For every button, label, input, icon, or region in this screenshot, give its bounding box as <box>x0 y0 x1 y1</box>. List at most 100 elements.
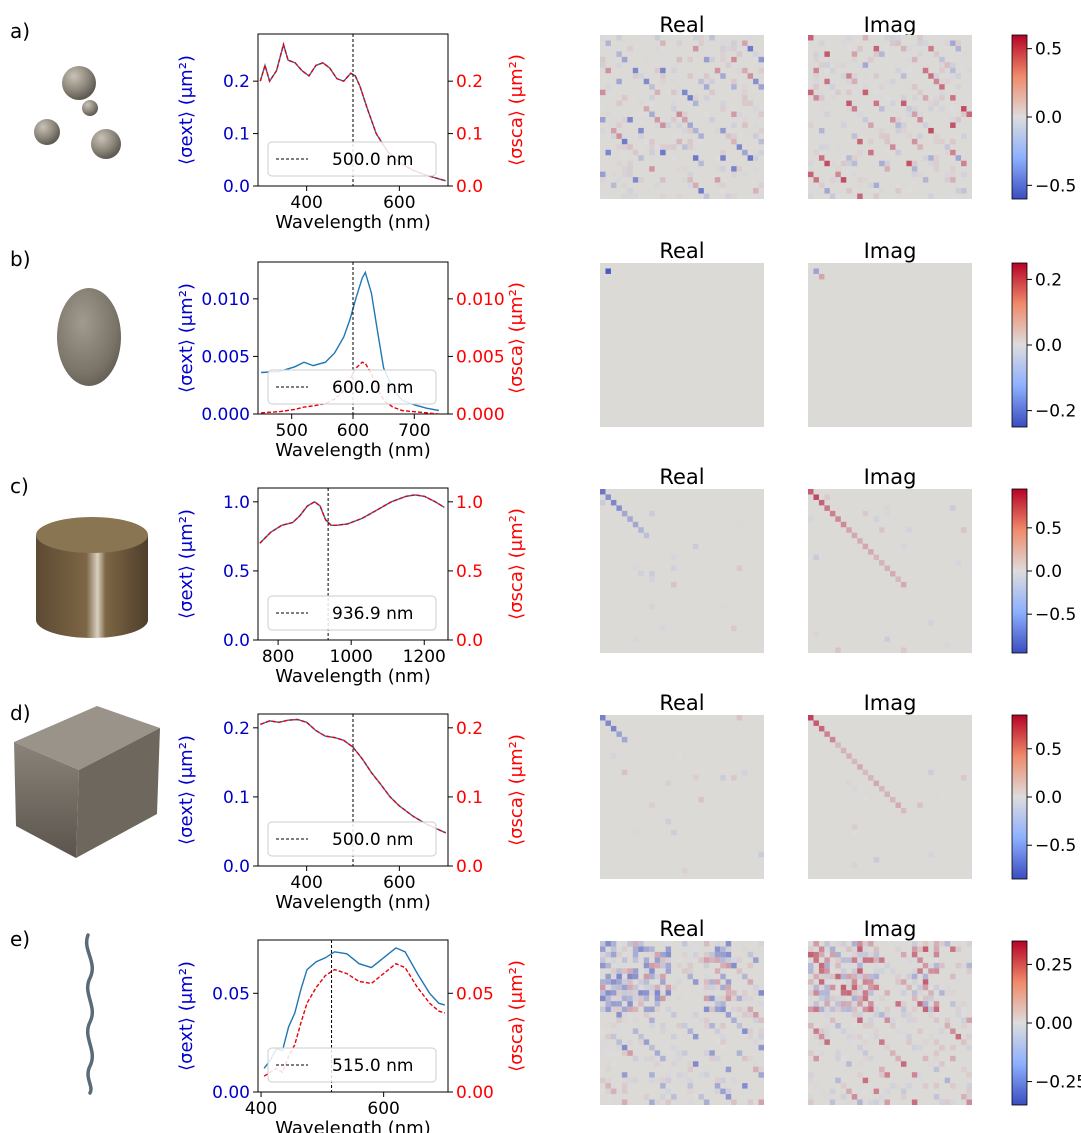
matrix-cell <box>616 1028 622 1034</box>
matrix-cell <box>857 764 863 770</box>
matrix-cell <box>610 1033 617 1040</box>
matrix-cell <box>900 1094 907 1100</box>
matrix-cell <box>840 984 847 991</box>
matrix-cell <box>649 1072 655 1078</box>
matrix-cell <box>911 990 918 996</box>
matrix-cell <box>665 89 672 96</box>
matrix-cell <box>808 715 814 721</box>
matrix-cell <box>808 979 814 985</box>
x-axis-label: Wavelength (nm) <box>275 1118 431 1133</box>
matrix-cell <box>758 1001 764 1007</box>
matrix-cell <box>900 1028 907 1034</box>
matrix-cell <box>720 56 726 63</box>
matrix-cell <box>643 111 650 117</box>
matrix-cell <box>643 1006 650 1013</box>
matrix-cell <box>736 521 743 528</box>
matrix-cell <box>714 957 721 963</box>
matrix-cell <box>643 968 650 974</box>
matrix-cell <box>824 78 830 85</box>
matrix-cell <box>709 35 715 41</box>
series-sca-line <box>260 718 446 834</box>
matrix-cell <box>632 1028 639 1034</box>
matrix-cell <box>873 127 880 134</box>
matrix-cell <box>682 1023 688 1029</box>
matrix-cell <box>600 35 606 41</box>
matrix-cell <box>933 951 940 958</box>
matrix-cell <box>862 35 869 41</box>
matrix-cell <box>736 40 743 46</box>
matrix-cell <box>703 84 710 90</box>
matrix-cell <box>660 995 666 1002</box>
matrix-cell <box>725 946 732 952</box>
matrix-cell <box>720 127 726 134</box>
matrix-cell <box>933 1050 940 1056</box>
matrix-cell <box>660 957 666 963</box>
matrix-cell <box>840 62 847 68</box>
matrix-cell <box>725 62 732 68</box>
matrix-cell <box>654 995 661 1002</box>
matrix-cell <box>665 1077 672 1084</box>
matrix-cell <box>955 188 962 194</box>
matrix-cell <box>873 89 880 96</box>
matrix-cell <box>687 1017 693 1023</box>
matrix-cell <box>725 133 732 139</box>
matrix-cell <box>851 990 858 996</box>
matrix-cell <box>654 957 661 963</box>
matrix-cell <box>840 941 847 947</box>
matrix-cell <box>605 720 611 726</box>
matrix-cell <box>857 138 863 145</box>
matrix-cell <box>895 35 901 41</box>
matrix-cell <box>731 193 737 199</box>
matrix-cell <box>895 946 901 952</box>
matrix-cell <box>818 995 825 1002</box>
matrix-cell <box>714 177 721 183</box>
matrix-cell <box>616 990 622 996</box>
matrix-cell <box>917 117 923 123</box>
matrix-cell <box>600 489 606 495</box>
matrix-cell <box>939 138 945 145</box>
matrix-cell <box>862 89 869 96</box>
matrix-cell <box>654 951 661 958</box>
matrix-cell <box>600 951 606 958</box>
matrix-cell <box>654 51 661 57</box>
colorbar <box>1011 940 1028 1106</box>
matrix-cell <box>703 1050 710 1056</box>
matrix-cell <box>857 1072 863 1078</box>
matrix-cell <box>665 818 672 825</box>
matrix-cell <box>944 193 951 199</box>
matrix-cell <box>649 111 655 117</box>
matrix-cell <box>714 1077 721 1084</box>
matrix-cell <box>829 968 836 974</box>
matrix-cell <box>731 133 737 139</box>
matrix-cell <box>649 946 655 952</box>
matrix-cell <box>873 780 880 787</box>
matrix-cell <box>654 122 661 128</box>
y-axis-label-left: ⟨σext⟩ (μm²) <box>176 55 197 165</box>
matrix-cell <box>813 1083 819 1089</box>
matrix-cell <box>632 1017 639 1023</box>
y-tick-label-right: 0.1 <box>456 788 483 808</box>
matrix-cell <box>928 193 934 199</box>
matrix-cell <box>714 941 721 947</box>
matrix-cell <box>950 946 956 952</box>
colorbar <box>1011 262 1028 428</box>
matrix-cell <box>884 565 890 571</box>
matrix-cell <box>840 995 847 1002</box>
y-axis-label-right: ⟨σsca⟩ (μm²) <box>506 508 527 620</box>
matrix-cell <box>818 1033 825 1040</box>
y-axis-label-right: ⟨σsca⟩ (μm²) <box>506 734 527 846</box>
matrix-cell <box>627 45 633 52</box>
matrix-cell <box>621 946 628 952</box>
matrix-cell <box>714 995 721 1002</box>
matrix-cell <box>665 946 672 952</box>
matrix-cell <box>851 1001 858 1007</box>
matrix-cell <box>846 1001 852 1007</box>
matrix-cell <box>621 736 628 743</box>
matrix-cell <box>687 138 693 145</box>
matrix-cell <box>911 946 918 952</box>
matrix-cell <box>862 1088 869 1095</box>
matrix-cell <box>818 40 825 46</box>
matrix-cell <box>917 111 923 117</box>
matrix-cell <box>692 95 699 101</box>
matrix-cell <box>720 1001 726 1007</box>
